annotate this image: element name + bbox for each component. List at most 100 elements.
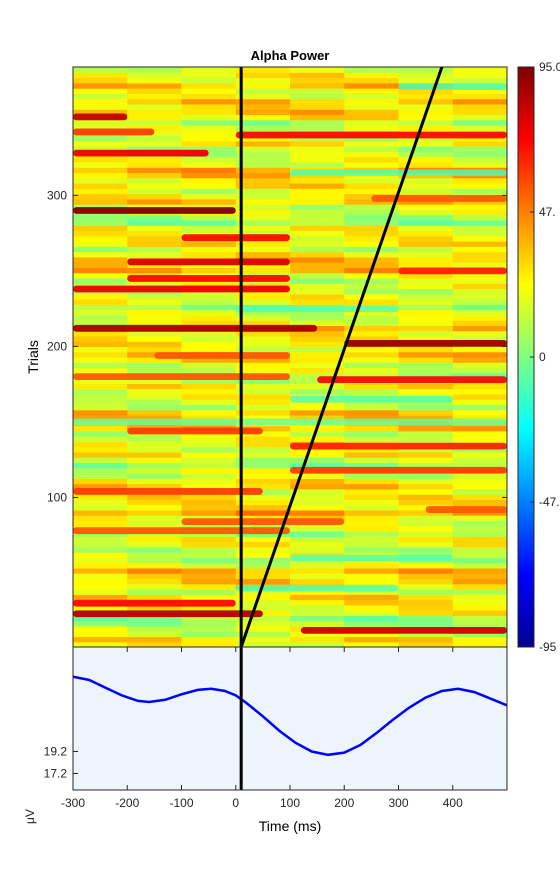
colorbar-ticks: 95.0 47. 0 -47. -95	[530, 60, 560, 654]
heatmap-cell	[235, 209, 291, 216]
heatmap-cell	[235, 198, 291, 205]
heatmap-cell	[73, 409, 128, 416]
colorbar: 95.0 47. 0 -47. -95	[517, 60, 560, 654]
heatmap-cell	[181, 135, 237, 142]
heatmap-cell	[127, 399, 183, 406]
heatmap-cell	[344, 188, 400, 195]
heatmap-cell	[235, 204, 291, 210]
heatmap-cell	[235, 467, 291, 474]
heatmap-cool-band	[235, 584, 399, 592]
heatmap-cell	[127, 541, 183, 548]
heatmap-cell	[344, 283, 400, 290]
y-tick-label: 200	[47, 339, 67, 353]
heatmap-cool-band	[398, 83, 507, 91]
heatmap-cell	[73, 615, 128, 622]
heatmap-cell	[452, 515, 507, 522]
heatmap-cell	[181, 393, 237, 400]
heatmap-cell	[344, 446, 400, 453]
heatmap-cell	[452, 98, 507, 105]
heatmap-cell	[127, 483, 183, 490]
heatmap-cell	[344, 235, 400, 242]
heatmap-cell	[235, 436, 291, 442]
heatmap-cell	[452, 451, 507, 458]
heatmap-cool-band	[290, 395, 453, 403]
heatmap-cell	[235, 251, 291, 258]
x-tick-label: 100	[280, 796, 300, 810]
heatmap-cell	[344, 325, 400, 332]
heatmap-cell	[452, 641, 507, 647]
heatmap-cell	[452, 393, 507, 400]
heatmap-cell	[235, 72, 291, 79]
heatmap-cell	[290, 77, 345, 84]
heatmap-cell	[290, 589, 345, 595]
heatmap-cell	[235, 161, 291, 168]
heatmap-cell	[344, 256, 400, 263]
heatmap-cell	[398, 346, 454, 353]
heatmap-cell	[73, 67, 128, 73]
heatmap-cell	[452, 330, 507, 337]
heatmap-cell	[235, 114, 291, 121]
heatmap-cell	[452, 567, 507, 574]
heatmap-cell	[235, 214, 291, 221]
heatmap-cell	[398, 314, 454, 321]
heatmap-hot-band	[235, 131, 507, 139]
heatmap-cell	[452, 546, 507, 553]
heatmap-cell	[398, 509, 454, 516]
heatmap-cell	[73, 604, 128, 611]
heatmap-cell	[452, 351, 507, 358]
heatmap-cell	[73, 293, 128, 300]
heatmap-cell	[290, 473, 345, 479]
heatmap-cell	[452, 541, 507, 548]
heatmap-cell	[344, 599, 400, 606]
heatmap-cell	[127, 146, 183, 152]
heatmap-cell	[344, 335, 400, 342]
heatmap-cell	[344, 504, 400, 511]
heatmap-cell	[127, 172, 183, 179]
heatmap-cell	[452, 188, 507, 195]
heatmap-cell	[181, 515, 237, 522]
heatmap-cell	[235, 135, 291, 142]
heatmap-cell	[344, 615, 400, 622]
heatmap-cell	[235, 441, 291, 448]
heatmap-cell	[290, 272, 345, 279]
heatmap-cell	[452, 67, 507, 73]
sorting-variable-line	[239, 66, 444, 648]
heatmap-cell	[73, 404, 128, 411]
heatmap-cell	[73, 399, 128, 406]
heatmap-cell	[235, 246, 291, 253]
heatmap-cell	[290, 541, 345, 548]
heatmap-cell	[398, 594, 454, 601]
heatmap-cell	[73, 378, 128, 384]
heatmap-cell	[235, 82, 291, 89]
heatmap-cell	[290, 335, 345, 342]
heatmap-cell	[398, 615, 454, 622]
heatmap-cell	[235, 188, 291, 195]
heatmap-cell	[181, 146, 237, 152]
heatmap-cell	[235, 103, 291, 110]
heatmap-cell	[452, 589, 507, 595]
heatmap-cell	[290, 451, 345, 458]
heatmap-cell	[452, 77, 507, 84]
heatmap-cell	[73, 335, 128, 342]
heatmap-cell	[235, 425, 291, 432]
heatmap-cell	[452, 499, 507, 506]
heatmap-cell	[398, 103, 454, 110]
heatmap-cell	[452, 325, 507, 332]
heatmap-cell	[344, 177, 400, 184]
heatmap-cell	[398, 383, 454, 390]
heatmap-cell	[290, 225, 345, 232]
heatmap-cell	[73, 567, 128, 574]
heatmap-cell	[235, 225, 291, 232]
heatmap-hot-band	[73, 149, 209, 157]
heatmap-cell	[73, 135, 128, 142]
heatmap-cell	[344, 473, 400, 479]
heatmap-cell	[181, 177, 237, 184]
heatmap-cell	[181, 114, 237, 121]
heatmap-cell	[73, 314, 128, 321]
heatmap-cell	[73, 546, 128, 553]
heatmap-cell	[235, 151, 291, 158]
heatmap-cell	[452, 299, 507, 305]
heatmap-cell	[181, 172, 237, 179]
heatmap-cell	[127, 314, 183, 321]
heatmap-cell	[181, 625, 237, 632]
